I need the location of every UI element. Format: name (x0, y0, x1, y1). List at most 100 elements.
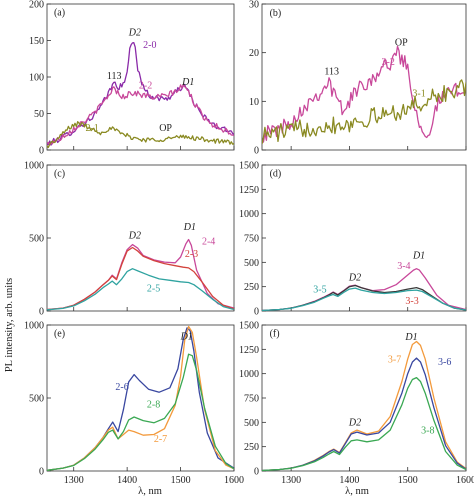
annotation--f-: (f) (270, 329, 280, 340)
annotation--e-: (e) (54, 329, 65, 340)
y-tick-label: 500 (244, 418, 259, 429)
panel-f-frame (261, 324, 467, 472)
annotation-2-0: 2-0 (143, 40, 156, 51)
y-tick-label: 0 (39, 467, 44, 478)
y-tick-label: 100 (29, 73, 44, 84)
y-axis-label: PL intensity, arb. units (4, 278, 15, 372)
annotation--b-: (b) (270, 8, 282, 19)
x-tick-label: 1500 (171, 475, 191, 486)
series-2-2 (47, 83, 234, 146)
series-2-4 (47, 238, 234, 311)
y-tick-label: 150 (29, 36, 44, 47)
y-tick-label: 1000 (24, 321, 44, 332)
y-tick-label: 750 (244, 234, 259, 245)
series-2-8 (47, 353, 234, 471)
y-tick-label: 1250 (239, 185, 259, 196)
annotation-3-7: 3-7 (388, 354, 401, 365)
series-3-7 (262, 340, 466, 471)
y-tick-label: 500 (29, 234, 44, 245)
y-tick-label: 0 (254, 146, 259, 157)
annotation-3-4: 3-4 (397, 261, 410, 272)
x-tick-label: 1400 (117, 475, 137, 486)
y-tick-label: 1000 (239, 209, 259, 220)
annotation-D2: D2 (348, 418, 361, 429)
y-tick-label: 200 (29, 0, 44, 11)
annotation-3-6: 3-6 (438, 357, 451, 368)
annotation-OP: OP (159, 123, 172, 134)
y-tick-label: 10 (249, 97, 259, 108)
x-tick-label: 1500 (398, 475, 418, 486)
y-tick-label: 1500 (239, 161, 259, 172)
annotation-3-5: 3-5 (313, 285, 326, 296)
annotation--d-: (d) (270, 169, 282, 180)
series-3-4 (262, 268, 466, 311)
panel-c-series (47, 238, 234, 311)
annotation-2-6: 2-6 (115, 382, 128, 393)
annotation-2-4: 2-4 (202, 237, 215, 248)
panel-e-frame (46, 324, 235, 472)
series-3-8 (262, 376, 466, 471)
series-3-6 (262, 357, 466, 471)
series-3-3 (262, 284, 466, 311)
panel-b-frame (261, 3, 467, 151)
panel-f-series (262, 340, 466, 471)
annotation-2-8: 2-8 (147, 399, 160, 410)
annotation-D2: D2 (348, 272, 361, 283)
annotation-113: 113 (107, 71, 122, 82)
annotation-D1: D1 (404, 332, 417, 343)
y-tick-label: 20 (249, 48, 259, 59)
panel-d-series (262, 268, 466, 311)
x-axis-label-right: λ, nm (345, 486, 369, 497)
y-tick-label: 0 (254, 307, 259, 318)
annotation--c-: (c) (54, 169, 65, 180)
series-2-7 (47, 325, 234, 471)
y-tick-label: 0 (39, 307, 44, 318)
series-2-5 (47, 268, 234, 311)
panel-a-series (47, 42, 234, 149)
x-tick-label: 1600 (224, 475, 244, 486)
series-2-6 (47, 327, 234, 471)
annotation-D2: D2 (128, 231, 141, 242)
panel-e: 0 500 1000 1300 1400 1500 1600 (e) D1 2-6 2-8 2-7 (24, 321, 244, 487)
x-tick-label: 1600 (456, 475, 474, 486)
y-tick-label: 0 (254, 467, 259, 478)
annotation-2-1: 2-1 (85, 123, 98, 134)
y-tick-label: 50 (34, 109, 44, 120)
annotation-D1: D1 (183, 222, 196, 233)
annotation-2-5: 2-5 (147, 283, 160, 294)
panel-b-series (262, 45, 466, 145)
y-tick-label: 1000 (24, 161, 44, 172)
panel-e-series (47, 325, 234, 471)
annotation-2-2: 2-2 (139, 81, 152, 92)
x-axis-label-left: λ, nm (138, 486, 162, 497)
series-3-5 (262, 287, 466, 311)
annotation-2-3: 2-3 (185, 249, 198, 260)
annotation-2-7: 2-7 (154, 434, 167, 445)
annotation-D1: D1 (181, 77, 194, 88)
annotation-3-3: 3-3 (405, 296, 418, 307)
series-2-1 (47, 121, 234, 149)
annotation-D1: D1 (412, 250, 425, 261)
x-tick-label: 1400 (339, 475, 359, 486)
y-tick-label: 1000 (239, 369, 259, 380)
y-tick-label: 250 (244, 442, 259, 453)
x-tick-label: 1300 (281, 475, 301, 486)
series-3-1 (262, 79, 466, 145)
panel-b: 0 10 20 30 (b) OP3-2 113 3-1 (249, 0, 467, 157)
y-tick-label: 500 (29, 394, 44, 405)
annotation-D1: D1 (180, 332, 193, 343)
y-tick-label: 1250 (239, 345, 259, 356)
y-tick-label: 0 (39, 146, 44, 157)
annotation-OP: OP (395, 37, 408, 48)
y-tick-label: 250 (244, 282, 259, 293)
annotation-3-1: 3-1 (412, 88, 425, 99)
annotation-113: 113 (324, 67, 339, 78)
y-tick-label: 500 (244, 258, 259, 269)
panel-a: 0 50 100 150 200 (a) D22-0 113 2-2 D1 2-1 OP (29, 0, 235, 157)
panel-c: 0 500 1000 (c) D1 2-4 D2 2-3 2-5 (24, 161, 235, 318)
annotation-D2: D2 (128, 27, 141, 38)
y-tick-label: 1500 (239, 321, 259, 332)
y-tick-label: 30 (249, 0, 259, 11)
